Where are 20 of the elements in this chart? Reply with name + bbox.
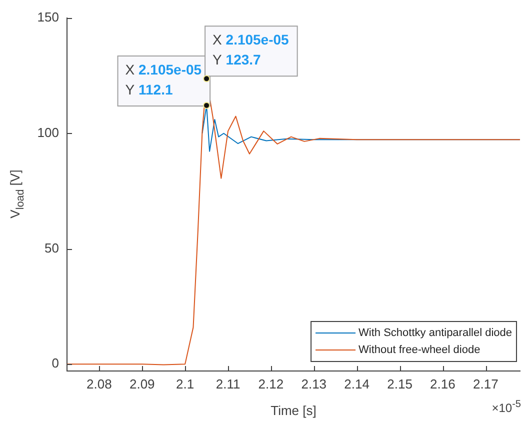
x-tick-label: 2.09 [129, 376, 155, 392]
x-tick-label: 2.08 [86, 376, 112, 392]
text: ×10$^{-5}$ [492, 399, 521, 415]
x-tick-label: 2.15 [387, 376, 412, 392]
x-tick-label: 2.16 [430, 376, 456, 392]
annotation: X 2.105e-05 Y 123.7 [212, 32, 290, 68]
x-tick-label: 2.14 [344, 376, 370, 392]
y-tick-label: 50 [44, 240, 59, 256]
y-tick-label: 100 [37, 124, 59, 140]
x-axis-title: Time [s] [270, 402, 316, 418]
y-tick-label: 150 [37, 10, 59, 25]
annotation: X 2.105e-05 Y 112.1 [125, 61, 202, 98]
x-tick-label: 2.13 [301, 376, 327, 392]
x-tick-label: 2.11 [216, 376, 240, 392]
legend-label: With Schottky antiparallel diode [358, 327, 512, 340]
legend-label: Without free-wheel diode [358, 344, 480, 356]
x-tick-label: 2.1 [176, 376, 194, 392]
x-tick-label: 2.17 [472, 376, 498, 392]
y-tick-label: 0 [52, 356, 59, 371]
x-tick-label: 2.12 [258, 376, 284, 392]
